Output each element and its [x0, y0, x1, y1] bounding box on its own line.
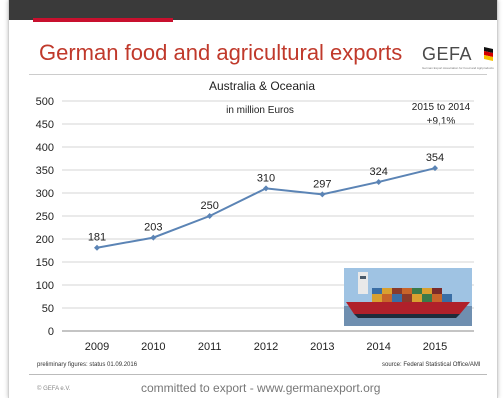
slide: German food and agricultural exports GEF…: [8, 0, 498, 398]
chart-title: Australia & Oceania: [209, 79, 315, 93]
top-bar: [9, 0, 497, 20]
data-label: 203: [144, 222, 162, 234]
title-divider: [29, 74, 487, 75]
footnote-status: preliminary figures: status 01.09.2016: [37, 362, 138, 368]
copyright-text: © GEFA e.V.: [37, 386, 71, 392]
footnote-source: source: Federal Statistical Office/AMI: [382, 362, 481, 368]
data-label: 310: [257, 172, 275, 184]
data-point: [432, 165, 438, 172]
data-label: 181: [88, 232, 106, 244]
data-point: [206, 213, 213, 219]
data-point: [94, 244, 100, 251]
flag-icon: [484, 47, 493, 61]
data-label: 297: [313, 178, 331, 190]
change-annotation-value: +9,1%: [427, 116, 456, 127]
y-tick-label: 150: [36, 257, 54, 269]
x-tick-label: 2013: [310, 341, 334, 353]
top-bar-accent: [33, 18, 173, 22]
y-axis-ticks: 0 50 100 150 200 250 300 350 400 450 500: [36, 96, 54, 338]
y-tick-label: 300: [36, 188, 54, 200]
x-tick-label: 2015: [423, 341, 447, 353]
data-point: [150, 234, 157, 241]
data-point: [319, 191, 326, 198]
x-tick-label: 2014: [366, 341, 390, 353]
y-tick-label: 50: [42, 303, 54, 315]
change-annotation-label: 2015 to 2014: [412, 102, 471, 113]
chart-subtitle: in million Euros: [226, 105, 294, 116]
y-tick-label: 200: [36, 234, 54, 246]
data-label: 354: [426, 152, 444, 164]
footer-divider: [29, 374, 487, 375]
page-title: German food and agricultural exports: [39, 40, 403, 65]
data-labels: 181 203 250 310 297 324 354: [88, 152, 444, 244]
y-tick-label: 100: [36, 280, 54, 292]
y-tick-label: 450: [36, 119, 54, 131]
gefa-logo: GEFA German Export Association for Food …: [422, 44, 494, 72]
footer-tagline: committed to export - www.germanexport.o…: [141, 381, 381, 395]
x-axis-ticks: 2009 2010 2011 2012 2013 2014 2015: [85, 341, 447, 353]
series-group: [94, 165, 438, 251]
x-tick-label: 2011: [198, 341, 222, 353]
y-tick-label: 500: [36, 96, 54, 108]
y-tick-label: 250: [36, 211, 54, 223]
data-label: 324: [369, 166, 387, 178]
data-point: [263, 185, 269, 192]
x-tick-label: 2010: [141, 341, 165, 353]
data-point: [375, 178, 382, 185]
y-tick-label: 400: [36, 142, 54, 154]
x-tick-label: 2012: [254, 341, 278, 353]
x-tick-label: 2009: [85, 341, 109, 353]
data-label: 250: [200, 200, 218, 212]
y-tick-label: 350: [36, 165, 54, 177]
y-tick-label: 0: [48, 326, 54, 338]
logo-text: GEFA: [422, 44, 473, 64]
logo-subtitle: German Export Association for Food and A…: [422, 66, 494, 70]
container-ship-image: [344, 268, 472, 328]
